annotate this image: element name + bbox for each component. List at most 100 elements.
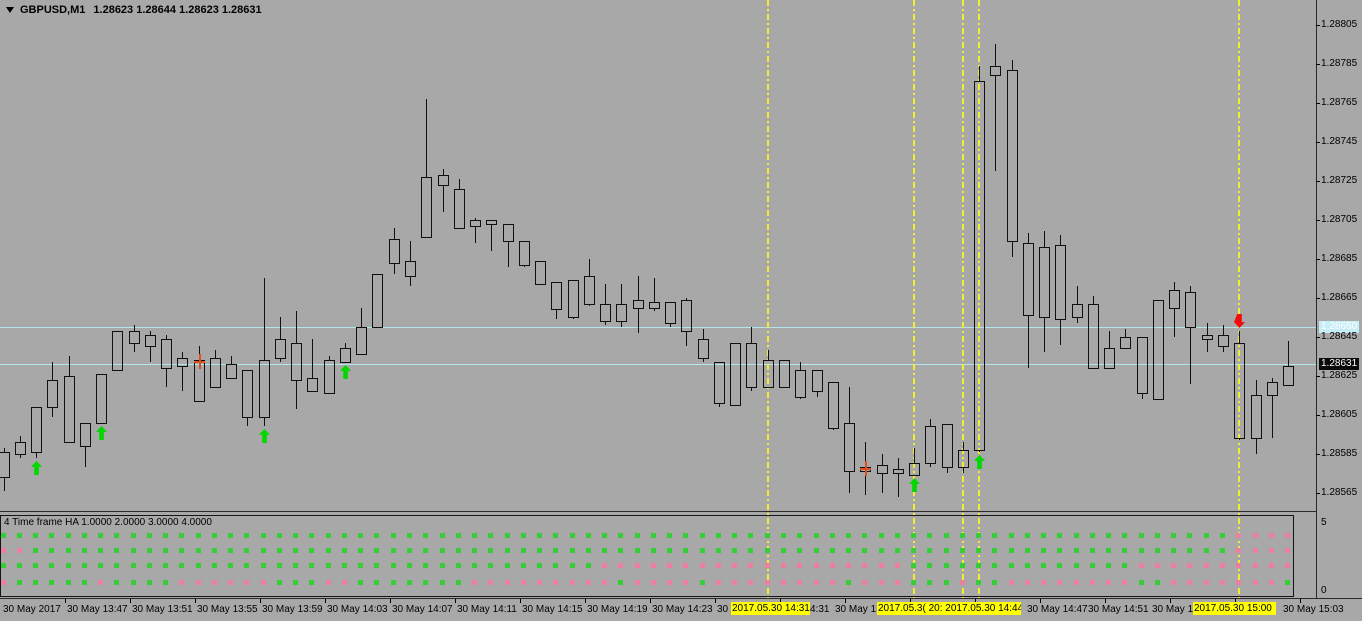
candle <box>600 304 611 322</box>
price-axis-tick <box>1316 142 1320 143</box>
ha-dot-green <box>1090 563 1095 568</box>
indicator-scale-min: 0 <box>1321 585 1327 596</box>
ha-dot-pink <box>1236 533 1241 538</box>
candle <box>828 382 839 429</box>
candle-wick <box>20 454 21 458</box>
ha-dot-pink <box>683 580 688 585</box>
ha-dot-green <box>1204 548 1209 553</box>
ha-dot-green <box>114 563 119 568</box>
ha-dot-pink <box>1041 580 1046 585</box>
time-axis-label: 30 May 13:59 <box>262 604 323 615</box>
ha-dot-green <box>1074 533 1079 538</box>
ha-dot-green <box>521 563 526 568</box>
ha-dot-pink <box>765 580 770 585</box>
ha-dot-green <box>1 533 6 538</box>
price-axis-border <box>1316 0 1317 599</box>
ha-dot-green <box>277 580 282 585</box>
candle-wick <box>589 304 590 306</box>
ha-dot-green <box>635 533 640 538</box>
ha-dot-green <box>33 563 38 568</box>
ha-dot-green <box>326 533 331 538</box>
ha-dot-green <box>391 548 396 553</box>
ha-dot-green <box>33 548 38 553</box>
candle <box>1023 243 1034 316</box>
ha-dot-green <box>814 533 819 538</box>
ha-dot-pink <box>700 563 705 568</box>
indicator-scale-max: 5 <box>1321 517 1327 528</box>
time-axis-tick <box>1040 599 1041 603</box>
ha-dot-green <box>358 580 363 585</box>
time-axis-label: 30 May 2017 <box>3 604 61 615</box>
ha-dot-green <box>440 580 445 585</box>
candle-wick <box>1272 395 1273 438</box>
ha-dot-pink <box>830 563 835 568</box>
candle-wick <box>475 218 476 220</box>
candle <box>633 300 644 309</box>
ha-dot-pink <box>1253 548 1258 553</box>
candle <box>877 465 888 474</box>
price-axis-label: 1.28585 <box>1321 448 1358 459</box>
ha-dot-green <box>114 548 119 553</box>
candle <box>1088 304 1099 369</box>
ha-dot-pink <box>1285 548 1290 553</box>
time-axis-label: 30 May 14:19 <box>587 604 648 615</box>
ha-dot-pink <box>1285 533 1290 538</box>
candle <box>812 370 823 392</box>
ha-dot-green <box>976 563 981 568</box>
candle-wick <box>1028 233 1029 243</box>
ha-dot-green <box>1009 533 1014 538</box>
ha-dot-green <box>309 563 314 568</box>
ha-dot-green <box>895 548 900 553</box>
time-axis-tick <box>1300 599 1301 603</box>
ha-dot-green <box>570 533 575 538</box>
event-time-line <box>767 0 769 598</box>
ha-dot-pink <box>1236 548 1241 553</box>
ha-dot-pink <box>179 580 184 585</box>
ha-dot-pink <box>505 580 510 585</box>
ha-dot-pink <box>846 563 851 568</box>
ha-dot-green <box>1106 548 1111 553</box>
ha-dot-green <box>228 533 233 538</box>
time-axis-tick <box>195 599 196 603</box>
symbol-marker-icon <box>6 7 14 14</box>
candle-wick <box>1077 317 1078 323</box>
ha-dot-green <box>716 548 721 553</box>
candle-wick <box>182 352 183 358</box>
ha-dot-green <box>82 563 87 568</box>
candle <box>242 370 253 418</box>
candle <box>145 335 156 347</box>
candle-wick <box>296 380 297 409</box>
price-axis-tick <box>1316 64 1320 65</box>
candle <box>80 423 91 447</box>
ha-dot-green <box>618 533 623 538</box>
ha-dot-green <box>683 548 688 553</box>
candle-wick <box>751 327 752 343</box>
candle-wick <box>751 387 752 391</box>
ha-dot-green <box>342 548 347 553</box>
ha-dot-green <box>618 580 623 585</box>
ha-dot-green <box>1204 533 1209 538</box>
price-axis-label: 1.28625 <box>1321 370 1358 381</box>
ha-dot-green <box>261 563 266 568</box>
candle-wick <box>166 335 167 339</box>
ha-dot-pink <box>732 580 737 585</box>
time-axis-tick <box>780 599 781 603</box>
ha-dot-green <box>66 580 71 585</box>
time-axis-tick <box>1170 599 1171 603</box>
candle-wick <box>1028 315 1029 368</box>
ha-dot-green <box>293 533 298 538</box>
ha-dot-green <box>1057 533 1062 538</box>
chart-panel-separator[interactable] <box>0 511 1317 512</box>
ha-dot-green <box>1025 548 1030 553</box>
time-axis-label: 30 May 15:03 <box>1283 604 1344 615</box>
time-axis-label: 30 May 14:23 <box>652 604 713 615</box>
candle-wick <box>654 278 655 302</box>
price-axis-tick <box>1316 376 1320 377</box>
ha-dot-green <box>732 533 737 538</box>
ha-dot-green <box>1106 533 1111 538</box>
ha-dot-pink <box>1090 580 1095 585</box>
